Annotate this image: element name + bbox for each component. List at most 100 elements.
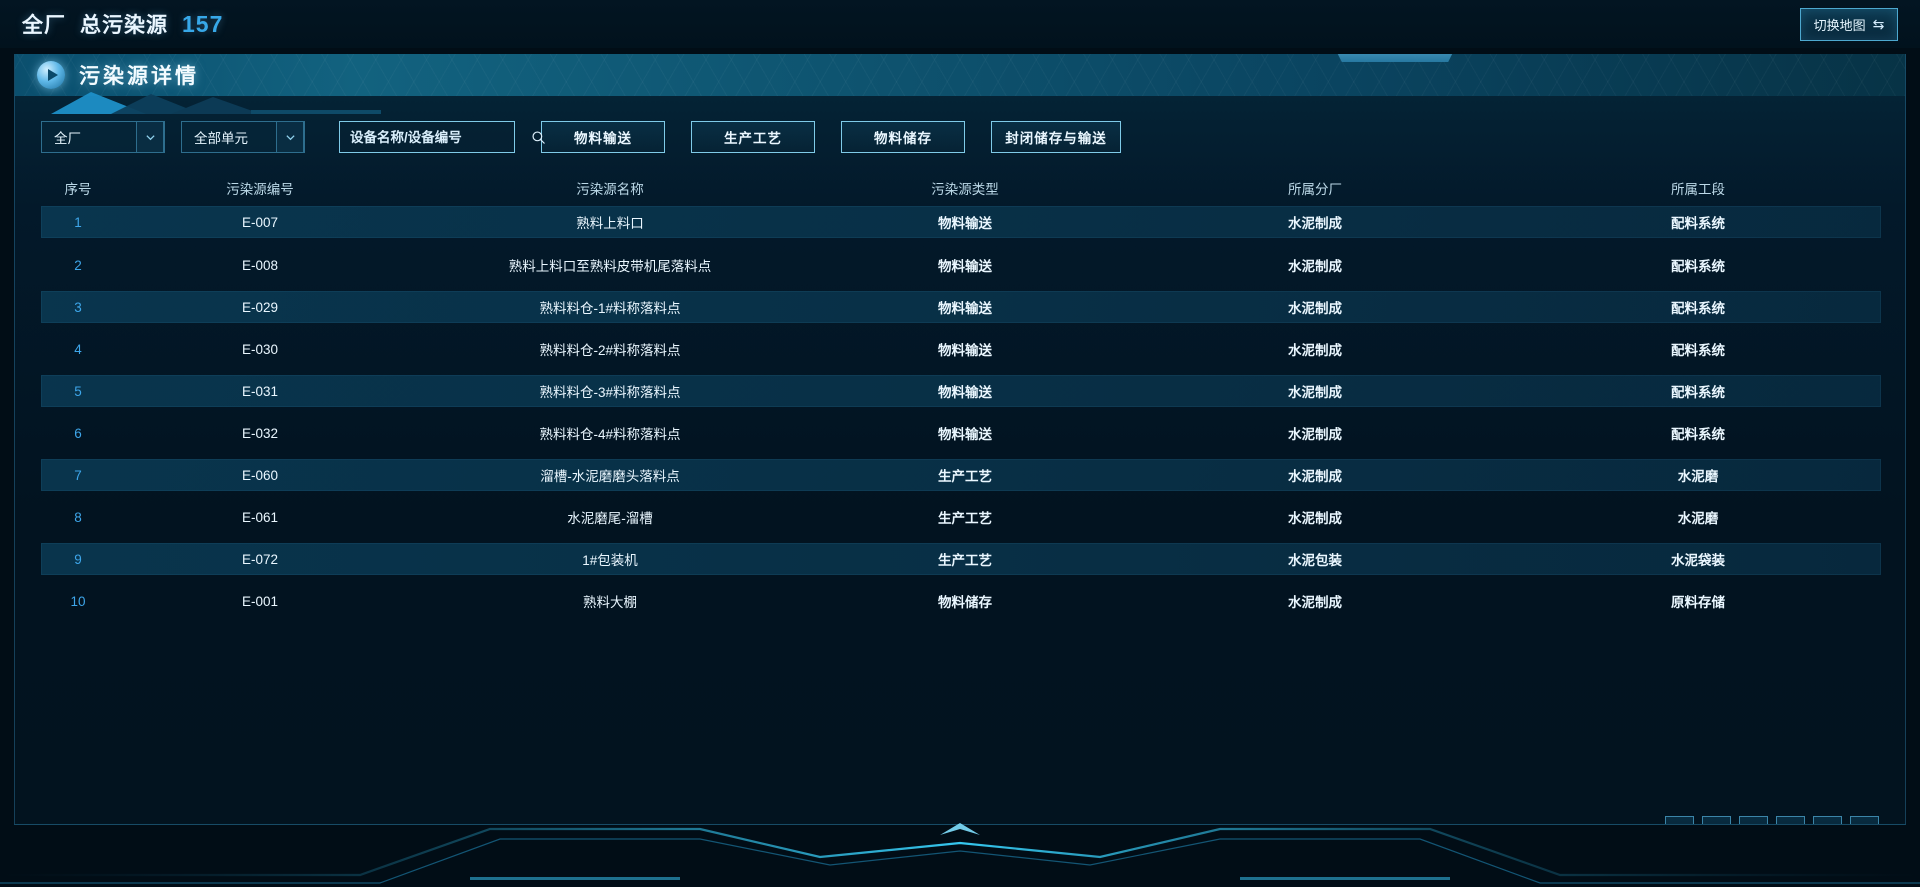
total-count-label: 共52条当前1-10 bbox=[41, 824, 130, 825]
pollution-source-panel: 污染源详情 全厂 全部单元 bbox=[14, 54, 1906, 825]
cell-code: E-001 bbox=[241, 593, 279, 609]
cell-name: 溜槽-水泥磨磨头落料点 bbox=[540, 469, 680, 484]
page-title: 全厂 总污染源 157 bbox=[22, 9, 223, 39]
plant-select[interactable]: 全厂 bbox=[41, 121, 165, 153]
column-header-section: 所属工段 bbox=[1671, 182, 1725, 197]
page-button-4[interactable]: 4 bbox=[1813, 816, 1842, 824]
cell-name: 熟料大棚 bbox=[583, 595, 637, 610]
cell-index: 4 bbox=[74, 341, 82, 357]
cell-plant: 水泥制成 bbox=[1288, 259, 1342, 274]
cell-type: 物料输送 bbox=[938, 259, 992, 274]
cell-code: E-029 bbox=[241, 299, 279, 315]
unit-select[interactable]: 全部单元 bbox=[181, 121, 305, 153]
panel-header: 污染源详情 bbox=[15, 54, 1905, 96]
search-icon[interactable] bbox=[531, 130, 546, 145]
cell-code: E-032 bbox=[241, 425, 279, 441]
cell-section: 配料系统 bbox=[1671, 216, 1725, 231]
table-row[interactable]: 1 E-007 熟料上料口 物料输送 水泥制成 配料系统 bbox=[41, 206, 1881, 238]
cell-name: 熟料料仓-2#料称落料点 bbox=[539, 343, 681, 358]
table-row[interactable]: 5 E-031 熟料料仓-3#料称落料点 物料输送 水泥制成 配料系统 bbox=[41, 375, 1881, 407]
search-input[interactable] bbox=[350, 129, 531, 145]
filter-bar: 全厂 全部单元 物料输送 生产工艺 物料储存 bbox=[15, 112, 1905, 162]
cell-section: 水泥磨 bbox=[1677, 511, 1719, 526]
unit-select-value: 全部单元 bbox=[194, 131, 248, 146]
category-button-production-process[interactable]: 生产工艺 bbox=[691, 121, 815, 153]
chevron-down-icon[interactable] bbox=[136, 121, 164, 153]
cell-plant: 水泥制成 bbox=[1288, 511, 1342, 526]
column-header-code: 污染源编号 bbox=[226, 182, 294, 197]
cell-code: E-031 bbox=[241, 383, 279, 399]
cell-name: 熟料上料口至熟料皮带机尾落料点 bbox=[508, 259, 712, 274]
cell-code: E-060 bbox=[241, 467, 279, 483]
table-row[interactable]: 7 E-060 溜槽-水泥磨磨头落料点 生产工艺 水泥制成 水泥磨 bbox=[41, 459, 1881, 491]
table-row[interactable]: 9 E-072 1#包装机 生产工艺 水泥包装 水泥袋装 bbox=[41, 543, 1881, 575]
scope-label: 全厂 bbox=[22, 14, 66, 37]
category-button-enclosed-storage-transport[interactable]: 封闭储存与输送 bbox=[991, 121, 1121, 153]
page-button-2[interactable]: 2 bbox=[1739, 816, 1768, 824]
column-header-index: 序号 bbox=[64, 182, 92, 197]
cell-name: 熟料上料口 bbox=[576, 216, 644, 231]
cell-index: 8 bbox=[74, 509, 82, 525]
category-label: 封闭储存与输送 bbox=[1005, 131, 1107, 146]
cell-index: 9 bbox=[74, 551, 82, 567]
cell-index: 3 bbox=[74, 299, 82, 315]
cell-section: 配料系统 bbox=[1671, 385, 1725, 400]
table-row[interactable]: 8 E-061 水泥磨尾-溜槽 生产工艺 水泥制成 水泥磨 bbox=[41, 501, 1881, 533]
page-button-1[interactable]: 1 bbox=[1702, 816, 1731, 824]
cell-code: E-030 bbox=[241, 341, 279, 357]
column-header-plant: 所属分厂 bbox=[1288, 182, 1342, 197]
metric-value: 157 bbox=[182, 11, 224, 37]
category-button-material-storage[interactable]: 物料储存 bbox=[841, 121, 965, 153]
cell-code: E-061 bbox=[241, 509, 279, 525]
cell-index: 2 bbox=[74, 257, 82, 273]
top-bar: 全厂 总污染源 157 切换地图 ⇆ bbox=[0, 0, 1920, 48]
page-button-3[interactable]: 3 bbox=[1776, 816, 1805, 824]
cell-section: 配料系统 bbox=[1671, 301, 1725, 316]
cell-name: 1#包装机 bbox=[582, 553, 638, 568]
table-row[interactable]: 10 E-001 熟料大棚 物料储存 水泥制成 原料存储 bbox=[41, 585, 1881, 617]
column-header-type: 污染源类型 bbox=[931, 182, 999, 197]
column-header-name: 污染源名称 bbox=[576, 182, 644, 197]
cell-plant: 水泥制成 bbox=[1288, 427, 1342, 442]
cell-plant: 水泥包装 bbox=[1288, 553, 1342, 568]
cell-section: 水泥磨 bbox=[1677, 469, 1719, 484]
cell-name: 熟料料仓-1#料称落料点 bbox=[539, 301, 681, 316]
table-row[interactable]: 2 E-008 熟料上料口至熟料皮带机尾落料点 物料输送 水泥制成 配料系统 bbox=[41, 249, 1881, 281]
header-chevron-decoration bbox=[51, 92, 381, 114]
chevron-left-icon[interactable]: ‹ bbox=[1665, 816, 1694, 824]
chevron-down-icon[interactable] bbox=[276, 121, 304, 153]
cell-index: 10 bbox=[70, 593, 86, 609]
cell-name: 熟料料仓-3#料称落料点 bbox=[539, 385, 681, 400]
header-arc-decoration bbox=[1325, 54, 1465, 62]
cell-section: 配料系统 bbox=[1671, 343, 1725, 358]
table-header: 序号 污染源编号 污染源名称 污染源类型 所属分厂 所属工段 bbox=[41, 174, 1881, 202]
bottom-decoration bbox=[0, 823, 1920, 884]
category-button-material-transport[interactable]: 物料输送 bbox=[541, 121, 665, 153]
category-label: 物料输送 bbox=[574, 131, 632, 146]
cell-section: 水泥袋装 bbox=[1671, 553, 1725, 568]
play-icon bbox=[37, 61, 65, 89]
table-row[interactable]: 6 E-032 熟料料仓-4#料称落料点 物料输送 水泥制成 配料系统 bbox=[41, 417, 1881, 449]
cell-index: 5 bbox=[74, 383, 82, 399]
cell-plant: 水泥制成 bbox=[1288, 301, 1342, 316]
cell-code: E-072 bbox=[241, 551, 279, 567]
cell-type: 物料输送 bbox=[938, 301, 992, 316]
table-row[interactable]: 3 E-029 熟料料仓-1#料称落料点 物料输送 水泥制成 配料系统 bbox=[41, 291, 1881, 323]
cell-index: 7 bbox=[74, 467, 82, 483]
panel-title: 污染源详情 bbox=[79, 65, 199, 88]
plant-select-value: 全厂 bbox=[54, 131, 81, 146]
cell-type: 物料储存 bbox=[938, 595, 992, 610]
cell-plant: 水泥制成 bbox=[1288, 469, 1342, 484]
cell-type: 物料输送 bbox=[938, 343, 992, 358]
cell-plant: 水泥制成 bbox=[1288, 385, 1342, 400]
search-box[interactable] bbox=[339, 121, 545, 153]
cell-section: 配料系统 bbox=[1671, 427, 1725, 442]
cell-plant: 水泥制成 bbox=[1288, 216, 1342, 231]
cell-section: 原料存储 bbox=[1671, 595, 1725, 610]
cell-type: 生产工艺 bbox=[938, 553, 992, 568]
switch-map-button[interactable]: 切换地图 ⇆ bbox=[1800, 8, 1898, 41]
chevron-right-icon[interactable]: › bbox=[1850, 816, 1879, 824]
cell-index: 6 bbox=[74, 425, 82, 441]
table-row[interactable]: 4 E-030 熟料料仓-2#料称落料点 物料输送 水泥制成 配料系统 bbox=[41, 333, 1881, 365]
cell-section: 配料系统 bbox=[1671, 259, 1725, 274]
